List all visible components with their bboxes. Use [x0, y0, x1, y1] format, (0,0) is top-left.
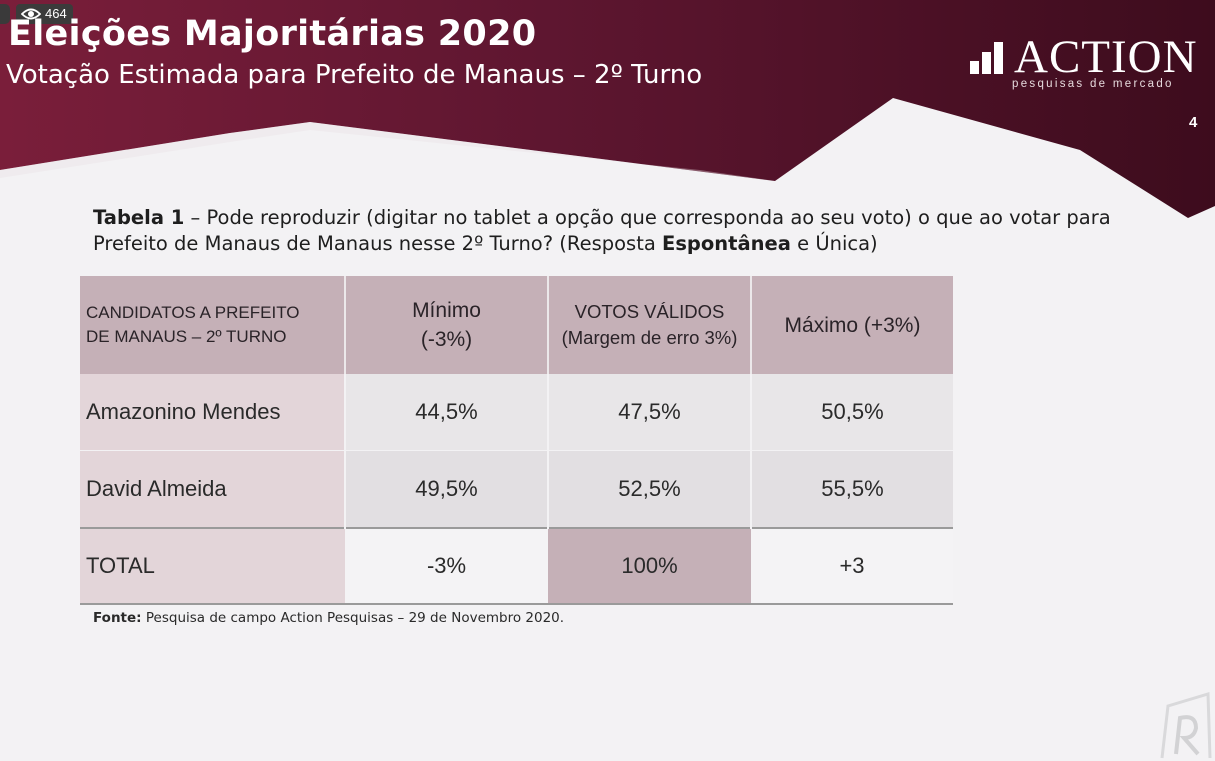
cell-minimum: 44,5% [344, 374, 548, 451]
table-header-row: CANDIDATOS A PREFEITO DE MANAUS – 2º TUR… [80, 276, 953, 374]
header-candidates-line2: DE MANAUS – 2º TURNO [86, 327, 287, 346]
header-banner [0, 0, 1215, 218]
header-valid-votes: VOTOS VÁLIDOS (Margem de erro 3%) [547, 276, 751, 374]
header-candidates-line1: CANDIDATOS A PREFEITO [86, 303, 300, 322]
header-candidates: CANDIDATOS A PREFEITO DE MANAUS – 2º TUR… [80, 276, 345, 374]
view-count-pill: 464 [16, 3, 73, 24]
total-valid-votes: 100% [548, 527, 751, 605]
logo-tagline: pesquisas de mercado [1012, 78, 1174, 90]
header-valid-votes-line1: VOTOS VÁLIDOS [574, 301, 725, 322]
question-emphasis: Espontânea [662, 232, 791, 255]
page-number: 4 [1189, 114, 1198, 131]
view-count: 464 [45, 6, 67, 21]
page-subtitle: Votação Estimada para Prefeito de Manaus… [6, 60, 703, 90]
source-note: Fonte: Pesquisa de campo Action Pesquisa… [93, 610, 564, 626]
table-question: Tabela 1 – Pode reproduzir (digitar no t… [93, 205, 1113, 257]
header-minimum-line2: (-3%) [420, 328, 473, 351]
bar-chart-icon [970, 42, 1003, 74]
cell-valid-votes: 52,5% [547, 450, 751, 528]
source-text: Pesquisa de campo Action Pesquisas – 29 … [141, 610, 565, 626]
table-row: Amazonino Mendes 44,5% 47,5% 50,5% [80, 374, 953, 451]
total-minimum: -3% [345, 527, 548, 605]
total-maximum: +3 [751, 527, 953, 605]
page-title: Eleições Majoritárias 2020 [8, 14, 537, 54]
header-minimum-line1: Mínimo [412, 299, 481, 322]
question-text-2: e Única) [790, 232, 878, 255]
source-label: Fonte: [93, 610, 142, 626]
table-label: Tabela 1 [93, 206, 185, 229]
cell-maximum: 50,5% [750, 374, 953, 451]
badge-stub [0, 3, 10, 24]
table-total-row: TOTAL -3% 100% +3 [80, 527, 953, 605]
header-valid-votes-line2: (Margem de erro 3%) [561, 327, 738, 348]
logo-name: ACTION [1014, 31, 1198, 83]
header-maximum: Máximo (+3%) [750, 276, 953, 374]
total-label: TOTAL [80, 527, 345, 605]
watermark-logo-icon [1160, 692, 1212, 759]
results-table: CANDIDATOS A PREFEITO DE MANAUS – 2º TUR… [80, 276, 953, 605]
header-minimum: Mínimo (-3%) [344, 276, 548, 374]
candidate-name: Amazonino Mendes [80, 374, 345, 451]
view-count-badge: 464 [0, 3, 73, 24]
question-text-1: – Pode reproduzir (digitar no tablet a o… [93, 206, 1111, 255]
action-logo: ACTION pesquisas de mercado [968, 32, 1212, 98]
candidate-name: David Almeida [80, 450, 345, 528]
eye-icon [21, 8, 41, 19]
table-row: David Almeida 49,5% 52,5% 55,5% [80, 450, 953, 528]
cell-minimum: 49,5% [344, 450, 548, 528]
cell-maximum: 55,5% [750, 450, 953, 528]
cell-valid-votes: 47,5% [547, 374, 751, 451]
